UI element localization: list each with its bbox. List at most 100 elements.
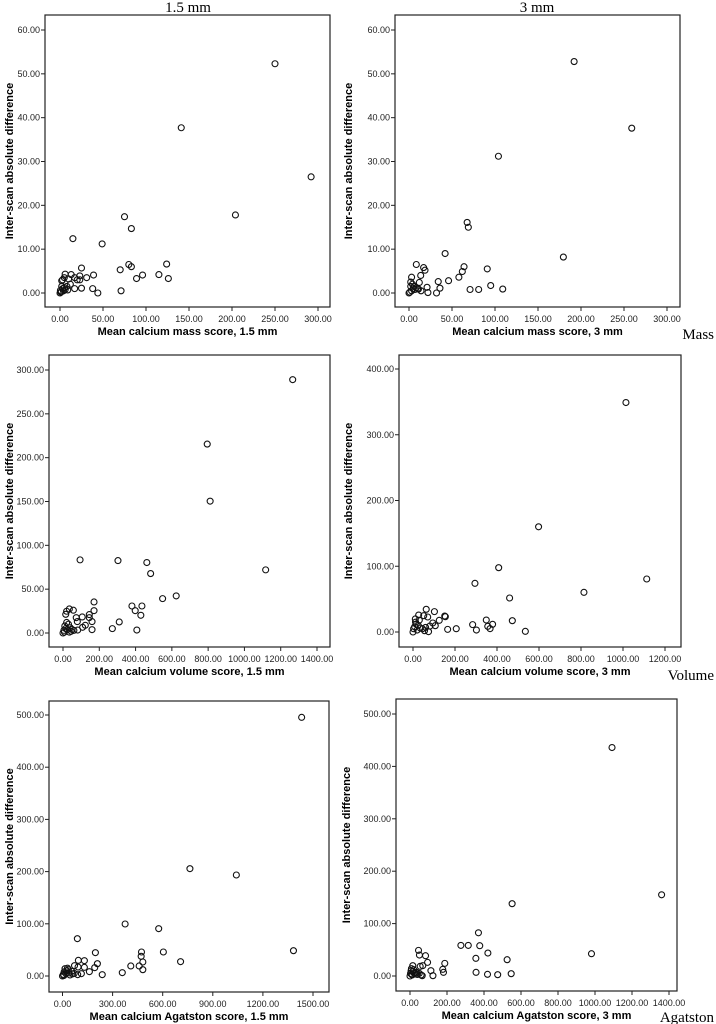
data-point xyxy=(580,588,588,596)
data-point xyxy=(91,964,99,972)
x-tick-label: 200.00 xyxy=(441,654,469,664)
x-tick-label: 300.00 xyxy=(653,314,681,324)
scatter-panel-3: 0.00 50.00 100.00 150.00 200.00 250.00 300.00 0… xyxy=(4,354,333,678)
data-point xyxy=(441,612,449,620)
data-point xyxy=(115,618,123,626)
data-point xyxy=(63,607,71,615)
row-label-mass: Mass xyxy=(682,327,714,343)
data-point xyxy=(628,124,636,132)
data-point xyxy=(436,284,444,292)
data-point xyxy=(74,971,82,979)
data-point xyxy=(56,289,64,297)
data-point xyxy=(559,253,567,261)
x-tick-label: 400.00 xyxy=(470,998,498,1008)
x-tick-label: 200.00 xyxy=(567,314,595,324)
data-point xyxy=(155,925,163,933)
y-tick-label: 200.00 xyxy=(16,867,44,877)
data-point xyxy=(421,266,429,274)
data-point xyxy=(439,965,447,973)
y-axis-title: Inter-scan absolute difference xyxy=(343,423,355,580)
y-tick-label: 20.00 xyxy=(367,200,390,210)
scatter-panel-1: 0.00 10.00 20.00 30.00 40.00 50.00 60.00 0.00 50… xyxy=(4,14,332,338)
data-point xyxy=(120,213,129,221)
y-tick-label: 400.00 xyxy=(16,762,44,772)
data-point xyxy=(441,613,449,621)
row-label-agatston: Agatston xyxy=(660,1010,715,1024)
x-tick-label: 1000.00 xyxy=(228,654,261,664)
data-point xyxy=(76,556,84,564)
y-tick-label: 250.00 xyxy=(16,409,44,419)
data-point xyxy=(77,264,86,272)
data-point xyxy=(83,274,91,282)
data-point xyxy=(307,173,315,181)
data-point xyxy=(64,620,72,628)
x-tick-label: 400.00 xyxy=(122,654,150,664)
x-tick-label: 0.00 xyxy=(51,314,69,324)
x-tick-label: 200.00 xyxy=(86,654,114,664)
data-point xyxy=(127,263,135,271)
y-tick-label: 300.00 xyxy=(16,814,44,824)
x-tick-label: 1000.00 xyxy=(579,998,612,1008)
data-point xyxy=(159,948,167,956)
data-point xyxy=(77,284,86,292)
x-axis-title: Mean calcium mass score, 1.5 mm xyxy=(98,326,278,338)
y-tick-label: 40.00 xyxy=(17,113,40,123)
scatter-panel-2: 0.00 10.00 20.00 30.00 40.00 50.00 60.00 0.00 50… xyxy=(343,14,681,338)
data-point xyxy=(472,968,480,976)
data-point xyxy=(482,616,490,624)
data-point xyxy=(435,616,443,624)
y-tick-label: 300.00 xyxy=(16,365,44,375)
x-tick-label: 200.00 xyxy=(433,998,461,1008)
data-point xyxy=(412,260,420,269)
data-point xyxy=(117,287,125,295)
x-tick-label: 1000.00 xyxy=(607,654,640,664)
row-label-volume: Volume xyxy=(668,668,715,684)
data-point xyxy=(460,263,468,271)
y-tick-label: 50.00 xyxy=(367,69,390,79)
data-point xyxy=(232,871,240,879)
data-point xyxy=(128,602,136,610)
data-point xyxy=(499,285,507,293)
y-tick-label: 0.00 xyxy=(22,288,40,298)
x-tick-label: 0.00 xyxy=(54,654,72,664)
data-point xyxy=(411,618,420,626)
data-point xyxy=(457,941,465,949)
data-point xyxy=(608,743,616,752)
scatter-panel-6: 0.00 100.00 200.00 300.00 400.00 500.00 0.00 20… xyxy=(341,698,685,1022)
x-tick-label: 200.00 xyxy=(218,314,246,324)
data-point xyxy=(85,968,93,976)
data-point xyxy=(463,218,471,226)
data-point xyxy=(135,962,143,970)
y-tick-label: 500.00 xyxy=(16,710,44,720)
data-point xyxy=(186,865,194,873)
y-tick-label: 10.00 xyxy=(17,244,40,254)
data-point xyxy=(484,622,492,630)
data-point xyxy=(487,281,495,290)
data-point xyxy=(203,440,211,448)
data-point xyxy=(570,58,578,66)
data-point xyxy=(424,958,432,966)
x-tick-label: 0.00 xyxy=(400,314,418,324)
y-axis-title: Inter-scan absolute difference xyxy=(4,83,16,240)
x-tick-label: 50.00 xyxy=(92,314,115,324)
scatter-panel-5: 0.00 100.00 200.00 300.00 400.00 500.00 0.00 30… xyxy=(4,700,330,1023)
x-tick-label: 600.00 xyxy=(158,654,186,664)
data-point xyxy=(422,623,430,631)
data-point xyxy=(139,271,147,279)
data-point xyxy=(506,594,514,602)
y-axis-title: Inter-scan absolute difference xyxy=(341,767,353,924)
data-point xyxy=(658,891,666,899)
column-title-1-5mm: 1.5 mm xyxy=(165,0,211,16)
data-point xyxy=(108,625,116,633)
data-point xyxy=(508,617,516,625)
y-tick-label: 0.00 xyxy=(26,628,44,638)
data-point xyxy=(472,626,480,634)
data-point xyxy=(415,951,423,959)
data-point xyxy=(418,625,427,633)
x-tick-label: 0.00 xyxy=(401,998,419,1008)
data-point xyxy=(85,614,93,622)
data-point xyxy=(89,285,97,293)
x-tick-label: 0.00 xyxy=(54,999,72,1009)
data-point xyxy=(445,277,453,285)
y-tick-label: 500.00 xyxy=(363,709,391,719)
